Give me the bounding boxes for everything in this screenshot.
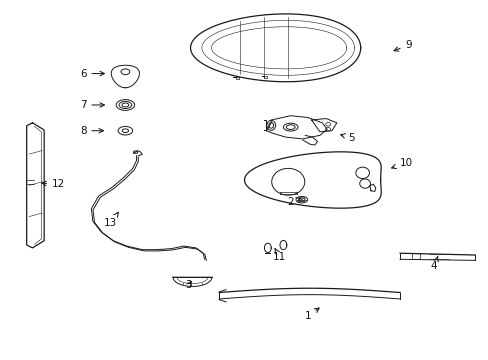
Text: 3: 3: [185, 280, 191, 291]
Text: 8: 8: [80, 126, 103, 136]
Text: 6: 6: [80, 68, 104, 78]
Text: 12: 12: [41, 179, 65, 189]
Text: 11: 11: [272, 249, 285, 262]
Text: 4: 4: [430, 256, 437, 271]
Text: 7: 7: [80, 100, 104, 110]
Text: 10: 10: [391, 158, 412, 168]
Text: 2: 2: [287, 197, 300, 207]
Text: 5: 5: [340, 133, 354, 143]
Text: 13: 13: [104, 212, 118, 228]
Text: 9: 9: [393, 40, 411, 51]
Text: 1: 1: [304, 308, 319, 321]
